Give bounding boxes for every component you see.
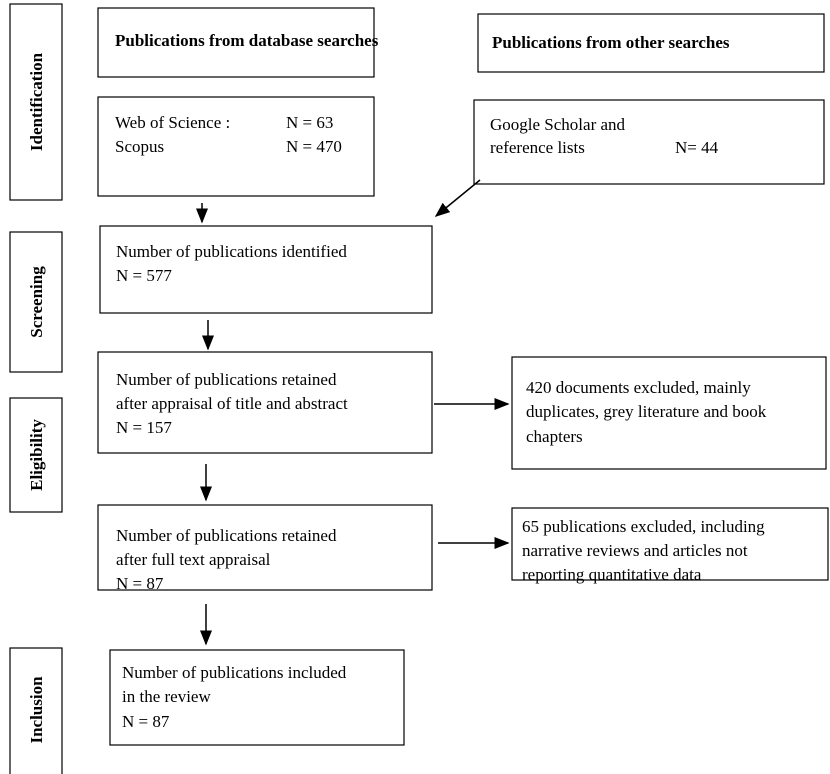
box-text: N = 87 bbox=[116, 574, 164, 593]
header-box bbox=[97, 7, 375, 78]
source-name: Scopus bbox=[115, 137, 164, 156]
excluded-box bbox=[511, 507, 829, 581]
stage-label: Eligibility bbox=[27, 419, 46, 491]
box-text: 65 publications excluded, including bbox=[522, 517, 765, 536]
identified-box bbox=[99, 225, 433, 314]
header-text: Publications from database searches bbox=[115, 31, 379, 50]
box-text: Number of publications included bbox=[122, 663, 347, 682]
excluded-box bbox=[511, 356, 827, 470]
arrow bbox=[434, 179, 481, 217]
box-text: in the review bbox=[122, 687, 211, 706]
source-count: N= 44 bbox=[675, 138, 719, 157]
source-count: N = 63 bbox=[286, 113, 333, 132]
stage-label: Inclusion bbox=[27, 676, 46, 744]
box-text: Number of publications retained bbox=[116, 526, 337, 545]
box-text: Number of publications retained bbox=[116, 370, 337, 389]
stage-label: Screening bbox=[27, 266, 46, 338]
box-text: duplicates, grey literature and book bbox=[526, 402, 767, 421]
header-text: Publications from other searches bbox=[492, 33, 730, 52]
stage-box bbox=[9, 231, 63, 373]
box-text: N = 157 bbox=[116, 418, 172, 437]
stage-box bbox=[9, 647, 63, 774]
box-text: N = 577 bbox=[116, 266, 172, 285]
box-text: after full text appraisal bbox=[116, 550, 271, 569]
source-count: N = 470 bbox=[286, 137, 342, 156]
other-box bbox=[473, 99, 825, 185]
eligible-box bbox=[97, 504, 433, 591]
box-text: after appraisal of title and abstract bbox=[116, 394, 348, 413]
header-box bbox=[477, 13, 825, 73]
source-name: Web of Science : bbox=[115, 113, 230, 132]
box-text: reporting quantitative data bbox=[522, 565, 702, 584]
database-box bbox=[97, 96, 375, 197]
box-text: reference lists bbox=[490, 138, 585, 157]
stage-label: Identification bbox=[27, 52, 46, 151]
box-text: N = 87 bbox=[122, 712, 170, 731]
box-text: Google Scholar and bbox=[490, 115, 626, 134]
box-text: Number of publications identified bbox=[116, 242, 347, 261]
stage-box bbox=[9, 3, 63, 201]
box-text: 420 documents excluded, mainly bbox=[526, 378, 751, 397]
box-text: narrative reviews and articles not bbox=[522, 541, 748, 560]
screened-box bbox=[97, 351, 433, 454]
stage-boxes: Identification Screening Eligibility Inc… bbox=[9, 3, 63, 774]
stage-box bbox=[9, 397, 63, 513]
included-box bbox=[109, 649, 405, 746]
box-text: chapters bbox=[526, 427, 583, 446]
